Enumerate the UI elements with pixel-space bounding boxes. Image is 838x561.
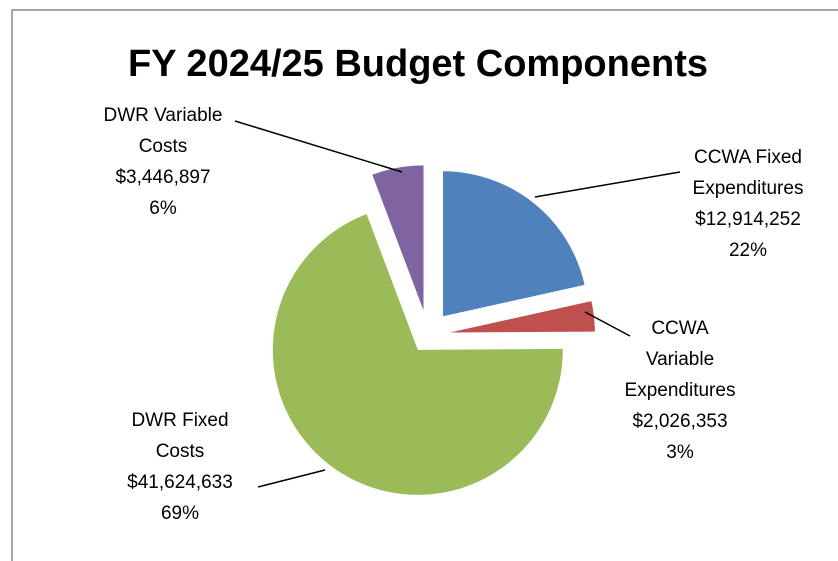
percent-label: 22% xyxy=(729,240,767,261)
slice-label: DWR Variable xyxy=(104,105,223,126)
value-label: $41,624,633 xyxy=(127,472,233,493)
value-label: $3,446,897 xyxy=(115,167,210,188)
slice-label: Costs xyxy=(139,136,188,157)
slice-label: Expenditures xyxy=(625,380,736,401)
pie-slice xyxy=(443,171,585,317)
leader-line xyxy=(534,171,681,198)
slice-label: Variable xyxy=(646,349,714,370)
leader-line xyxy=(257,469,326,488)
percent-label: 69% xyxy=(161,503,199,524)
slice-label: CCWA Fixed xyxy=(694,147,802,168)
percent-label: 3% xyxy=(666,442,694,463)
slice-label: Costs xyxy=(156,441,205,462)
slice-label: CCWA xyxy=(651,318,709,339)
value-label: $2,026,353 xyxy=(632,411,727,432)
leader-line xyxy=(234,120,403,173)
pie-slice xyxy=(372,165,424,311)
pie-slice xyxy=(272,214,563,495)
leader-line xyxy=(584,311,631,337)
slice-label: Expenditures xyxy=(693,178,804,199)
chart-title: FY 2024/25 Budget Components xyxy=(128,43,708,85)
slice-label: DWR Fixed xyxy=(131,410,228,431)
percent-label: 6% xyxy=(149,198,177,219)
value-label: $12,914,252 xyxy=(695,209,801,230)
pie-slice xyxy=(449,301,595,333)
